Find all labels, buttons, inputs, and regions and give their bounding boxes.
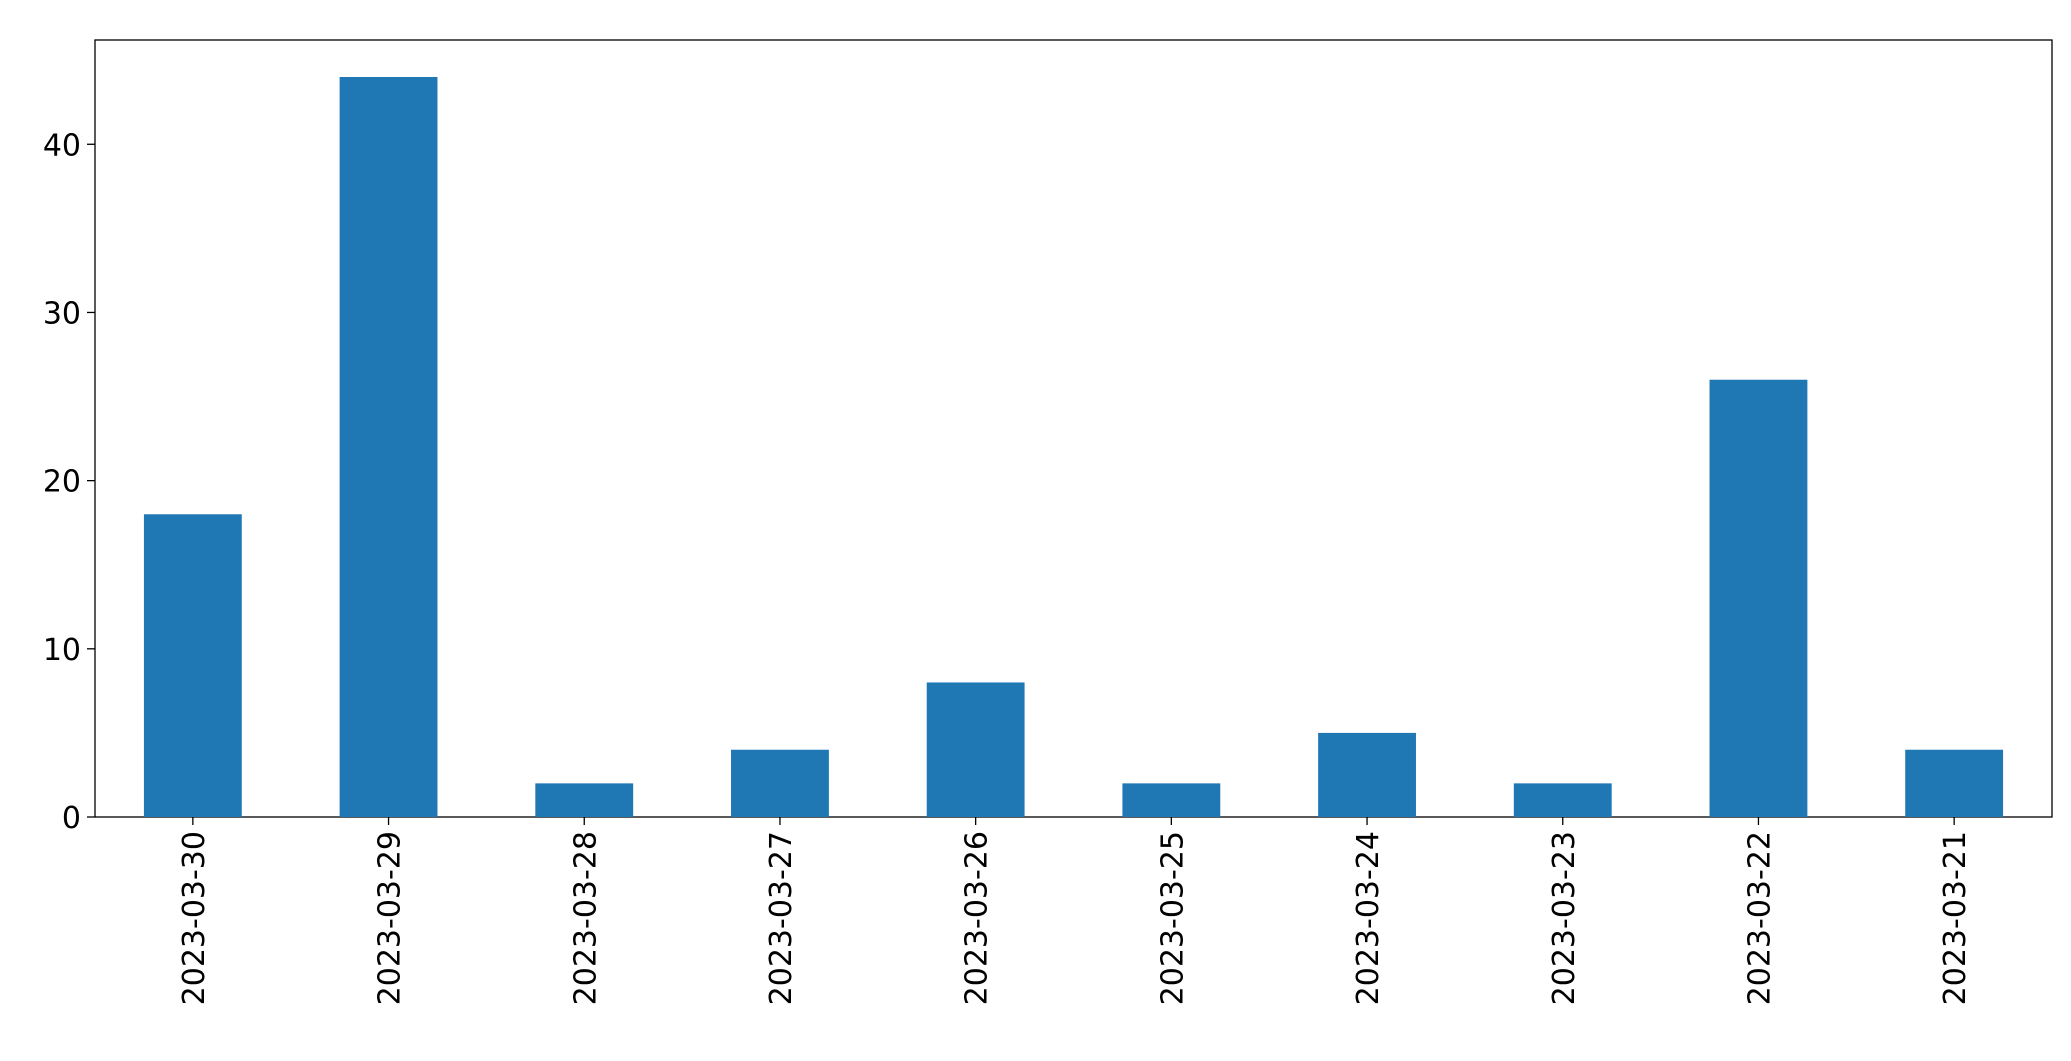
y-tick-label: 40 (43, 128, 81, 163)
bar (535, 783, 634, 817)
bar (1513, 783, 1612, 817)
y-tick-label: 0 (62, 801, 81, 836)
bar (143, 514, 242, 817)
x-tick-label: 2023-03-25 (1155, 831, 1190, 1005)
bar (1122, 783, 1221, 817)
x-tick-label: 2023-03-30 (177, 831, 212, 1005)
x-tick-label: 2023-03-26 (960, 831, 995, 1005)
x-tick-label: 2023-03-21 (1938, 831, 1973, 1005)
bar (339, 77, 438, 817)
y-tick-label: 20 (43, 465, 81, 500)
x-tick-label: 2023-03-23 (1547, 831, 1582, 1005)
bar (731, 749, 829, 817)
bar (1709, 379, 1808, 817)
x-tick-label: 2023-03-24 (1351, 831, 1386, 1005)
bar (1905, 749, 2004, 817)
y-tick-label: 30 (43, 296, 81, 331)
x-tick-label: 2023-03-22 (1742, 831, 1777, 1005)
x-tick-label: 2023-03-28 (568, 831, 603, 1005)
x-tick-label: 2023-03-27 (764, 831, 799, 1005)
bar (926, 682, 1025, 817)
x-tick-label: 2023-03-29 (373, 831, 408, 1005)
plot-frame (94, 39, 2053, 818)
bar (1318, 732, 1416, 817)
y-tick-label: 10 (43, 633, 81, 668)
